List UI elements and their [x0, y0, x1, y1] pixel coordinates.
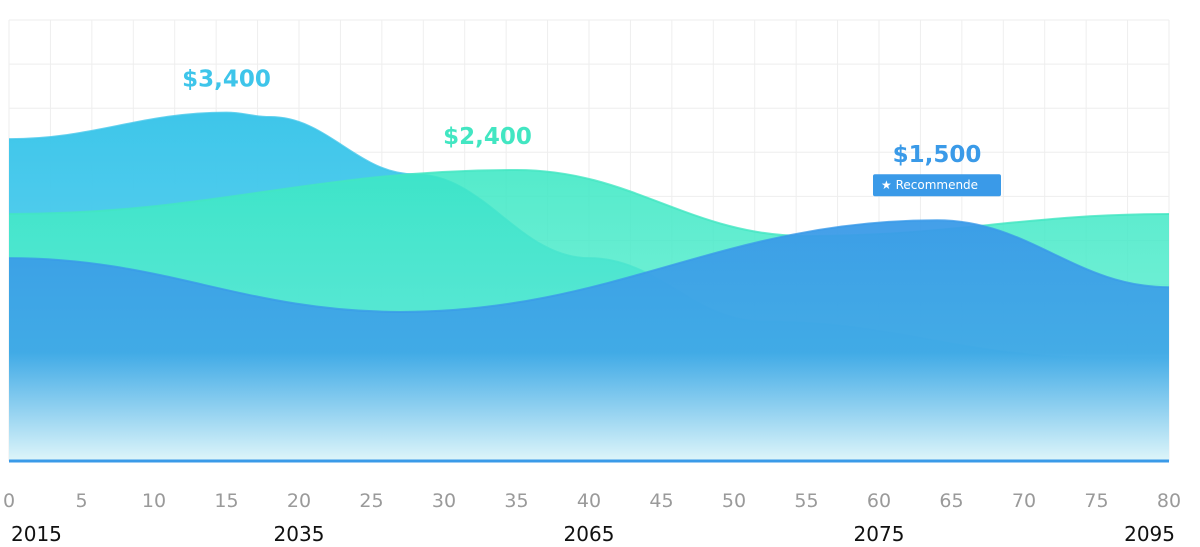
x-tick-label: 45: [649, 490, 673, 512]
x-tick-label: 70: [1012, 490, 1036, 512]
x-tick-label: 55: [794, 490, 818, 512]
year-label: 2035: [274, 522, 325, 546]
x-tick-label: 50: [722, 490, 746, 512]
value-label-3: $1,500: [893, 142, 982, 168]
series-line-3: [8, 219, 1170, 313]
x-tick-label: 30: [432, 490, 456, 512]
x-tick-label: 60: [867, 490, 891, 512]
x-tick-label: 15: [214, 490, 238, 512]
x-tick-label: 10: [142, 490, 166, 512]
x-tick-label: 5: [75, 490, 87, 512]
x-tick-label: 0: [3, 490, 15, 512]
year-label: 2015: [11, 522, 62, 546]
year-label: 2065: [564, 522, 615, 546]
recommended-badge-label: ★ Recommende: [881, 178, 978, 192]
value-labels: $3,400 $2,400 $1,500 ★ Recommende: [182, 67, 1001, 197]
year-label: 2095: [1124, 522, 1175, 546]
recommended-badge: [873, 174, 1001, 197]
x-tick-label: 25: [359, 490, 383, 512]
x-tick-label: 40: [577, 490, 601, 512]
value-label-1: $3,400: [182, 67, 271, 93]
series-line-2: [8, 168, 1170, 238]
year-label: 2075: [854, 522, 905, 546]
x-tick-label: 75: [1084, 490, 1108, 512]
series-areas: [8, 111, 1170, 463]
x-tick-label: 80: [1157, 490, 1181, 512]
x-tick-label: 20: [287, 490, 311, 512]
value-label-2: $2,400: [443, 124, 532, 150]
series-area-3: [9, 220, 1169, 461]
x-tick-label: 65: [939, 490, 963, 512]
x-tick-label: 35: [504, 490, 528, 512]
x-axis: 0 5 10 15 20 25 30 35 40 45 50 55 60 65 70 75 80 2015 2035…: [3, 490, 1181, 546]
